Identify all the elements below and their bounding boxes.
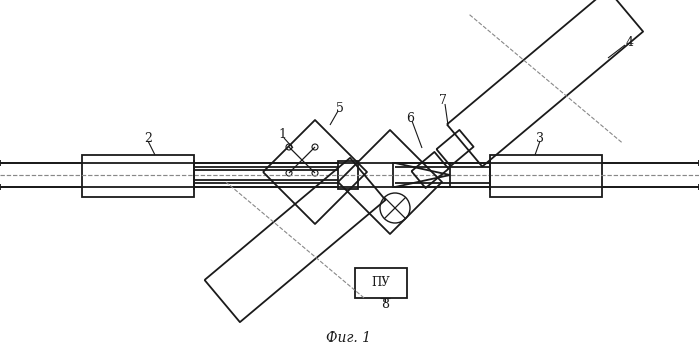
Bar: [393, 163, 450, 187]
Text: 6: 6: [406, 112, 414, 125]
Text: Фиг. 1: Фиг. 1: [326, 331, 371, 345]
Bar: [490, 155, 602, 197]
Text: 7: 7: [439, 93, 447, 106]
Text: 2: 2: [144, 132, 152, 145]
Text: ПУ: ПУ: [372, 277, 390, 290]
Bar: [338, 161, 358, 189]
Text: 3: 3: [536, 132, 544, 145]
Text: 1: 1: [278, 128, 286, 141]
Text: 8: 8: [381, 298, 389, 311]
Bar: [82, 155, 194, 197]
Bar: [355, 268, 407, 298]
Text: 4: 4: [626, 35, 634, 48]
Text: 5: 5: [336, 101, 344, 114]
